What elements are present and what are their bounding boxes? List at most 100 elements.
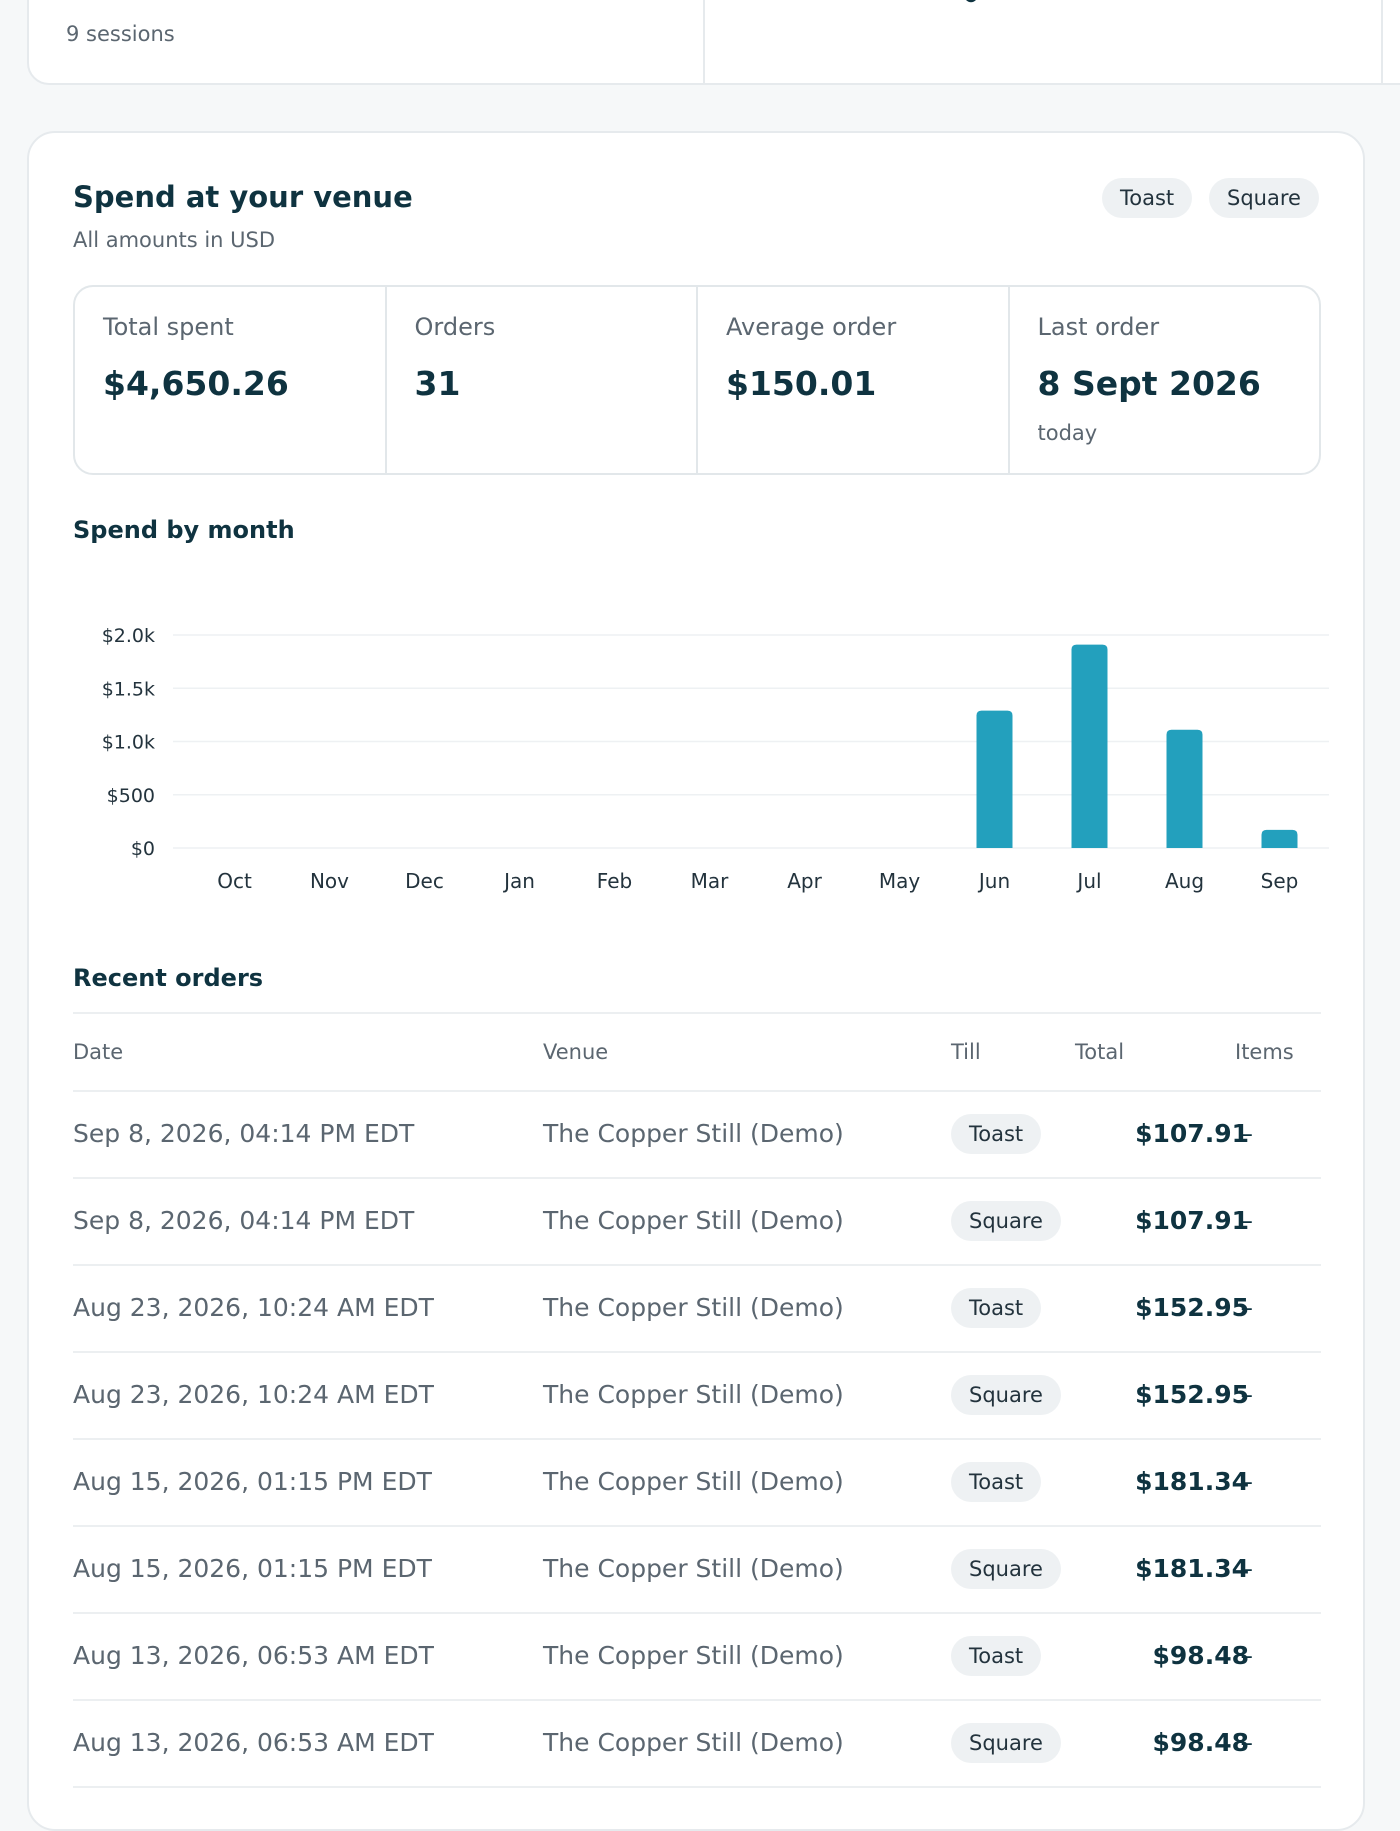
x-tick-label: Nov <box>310 869 349 893</box>
order-items: – <box>1240 1641 1254 1670</box>
x-tick-label: May <box>879 869 921 893</box>
stat-total-spent: Total spent $4,650.26 <box>75 287 387 473</box>
spend-by-month-chart: $0 $500 $1.0k $1.5k $2.0k Oct Nov Dec Jan Feb Mar A… <box>102 625 1329 893</box>
table-row[interactable]: Aug 15, 2026, 01:15 PM EDT The Copper Sti… <box>73 1440 1321 1527</box>
order-till: Toast <box>951 1288 1042 1328</box>
recent-orders-title: Recent orders <box>73 964 264 992</box>
order-items: – <box>1240 1380 1254 1409</box>
order-total: $107.91 <box>1135 1206 1249 1235</box>
y-tick-label: $0 <box>131 838 155 860</box>
stat-label: Orders <box>414 313 496 341</box>
bar-sep[interactable] <box>1261 829 1298 848</box>
till-tag: Toast <box>951 1462 1042 1502</box>
table-body: Sep 8, 2026, 04:14 PM EDT The Copper Stil… <box>73 1092 1321 1788</box>
table-row[interactable]: Aug 23, 2026, 10:24 AM EDT The Copper Sti… <box>73 1266 1321 1353</box>
y-tick-label: $1.5k <box>102 678 155 700</box>
table-row[interactable]: Aug 15, 2026, 01:15 PM EDT The Copper Sti… <box>73 1527 1321 1614</box>
order-total: $98.48 <box>1152 1728 1249 1757</box>
order-till: Toast <box>951 1462 1042 1502</box>
till-tag: Square <box>951 1549 1061 1589</box>
stat-label: Average order <box>726 313 897 341</box>
order-items: – <box>1240 1206 1254 1235</box>
order-total: $107.91 <box>1135 1119 1249 1148</box>
order-total: $98.48 <box>1152 1641 1249 1670</box>
y-tick-label: $1.0k <box>102 732 155 754</box>
order-venue: The Copper Still (Demo) <box>543 1206 844 1235</box>
table-row[interactable]: Aug 23, 2026, 10:24 AM EDT The Copper Sti… <box>73 1353 1321 1440</box>
bar-jul[interactable] <box>1071 644 1108 848</box>
order-till: Square <box>951 1201 1061 1241</box>
sessions-card: 9 sessions <box>27 0 1400 85</box>
column-header-items: Items <box>1235 1040 1294 1064</box>
order-total: $152.95 <box>1135 1293 1249 1322</box>
stat-value: $150.01 <box>726 364 877 403</box>
sessions-count: 9 sessions <box>66 22 175 46</box>
order-items: – <box>1240 1467 1254 1496</box>
till-tag: Toast <box>951 1114 1042 1154</box>
order-till: Toast <box>951 1636 1042 1676</box>
order-date: Aug 23, 2026, 10:24 AM EDT <box>73 1380 434 1409</box>
table-row[interactable]: Sep 8, 2026, 04:14 PM EDT The Copper Stil… <box>73 1092 1321 1179</box>
x-tick-label: Oct <box>217 869 252 893</box>
order-till: Square <box>951 1723 1061 1763</box>
partial-glyph-icon <box>966 0 976 3</box>
x-tick-label: Jul <box>1075 869 1101 893</box>
order-items: – <box>1240 1554 1254 1583</box>
x-tick-label: Apr <box>787 869 822 893</box>
stat-label: Last order <box>1037 313 1160 341</box>
x-tick-label: Feb <box>597 869 632 893</box>
venue-spend-card: Spend at your venue All amounts in USD T… <box>27 131 1365 1831</box>
card-divider <box>1381 0 1383 83</box>
filter-square-pill[interactable]: Square <box>1209 178 1319 218</box>
till-tag: Toast <box>951 1636 1042 1676</box>
card-divider <box>703 0 705 83</box>
till-tag: Square <box>951 1201 1061 1241</box>
order-total: $152.95 <box>1135 1380 1249 1409</box>
filter-toast-pill[interactable]: Toast <box>1102 178 1193 218</box>
order-date: Sep 8, 2026, 04:14 PM EDT <box>73 1119 415 1148</box>
y-tick-label: $500 <box>107 785 155 807</box>
till-tag: Square <box>951 1375 1061 1415</box>
order-date: Aug 15, 2026, 01:15 PM EDT <box>73 1554 432 1583</box>
bar-jun[interactable] <box>976 710 1013 848</box>
order-venue: The Copper Still (Demo) <box>543 1380 844 1409</box>
order-date: Sep 8, 2026, 04:14 PM EDT <box>73 1206 415 1235</box>
table-header-row: Date Venue Till Total Items <box>73 1014 1321 1092</box>
stat-last-order: Last order 8 Sept 2026 today <box>1010 287 1320 473</box>
column-header-till: Till <box>951 1040 981 1064</box>
column-header-total: Total <box>1075 1040 1125 1064</box>
order-till: Square <box>951 1375 1061 1415</box>
chart-section-title: Spend by month <box>73 516 295 544</box>
order-total: $181.34 <box>1135 1467 1249 1496</box>
x-tick-label: Sep <box>1261 869 1299 893</box>
table-top-border <box>73 1012 1321 1014</box>
stats-summary: Total spent $4,650.26 Orders 31 Average … <box>73 285 1321 475</box>
x-tick-label: Jan <box>502 869 535 893</box>
order-venue: The Copper Still (Demo) <box>543 1119 844 1148</box>
order-venue: The Copper Still (Demo) <box>543 1467 844 1496</box>
x-tick-label: Dec <box>405 869 444 893</box>
y-tick-label: $2.0k <box>102 625 155 647</box>
bar-aug[interactable] <box>1166 729 1203 848</box>
table-row[interactable]: Sep 8, 2026, 04:14 PM EDT The Copper Stil… <box>73 1179 1321 1266</box>
order-items: – <box>1240 1293 1254 1322</box>
column-header-venue: Venue <box>543 1040 609 1064</box>
table-row[interactable]: Aug 13, 2026, 06:53 AM EDT The Copper Sti… <box>73 1614 1321 1701</box>
table-row[interactable]: Aug 13, 2026, 06:53 AM EDT The Copper Sti… <box>73 1701 1321 1788</box>
card-title: Spend at your venue <box>73 180 413 214</box>
order-date: Aug 13, 2026, 06:53 AM EDT <box>73 1728 434 1757</box>
order-venue: The Copper Still (Demo) <box>543 1554 844 1583</box>
stat-value: 8 Sept 2026 <box>1037 364 1261 403</box>
order-venue: The Copper Still (Demo) <box>543 1293 844 1322</box>
stat-value: $4,650.26 <box>103 364 289 403</box>
x-tick-label: Mar <box>691 869 730 893</box>
order-date: Aug 23, 2026, 10:24 AM EDT <box>73 1293 434 1322</box>
stat-label: Total spent <box>103 313 234 341</box>
order-till: Square <box>951 1549 1061 1589</box>
stat-average-order: Average order $150.01 <box>698 287 1010 473</box>
recent-orders-table: Date Venue Till Total Items Sep 8, 2026,… <box>73 1012 1321 1788</box>
order-till: Toast <box>951 1114 1042 1154</box>
order-date: Aug 15, 2026, 01:15 PM EDT <box>73 1467 432 1496</box>
till-tag: Square <box>951 1723 1061 1763</box>
order-venue: The Copper Still (Demo) <box>543 1728 844 1757</box>
